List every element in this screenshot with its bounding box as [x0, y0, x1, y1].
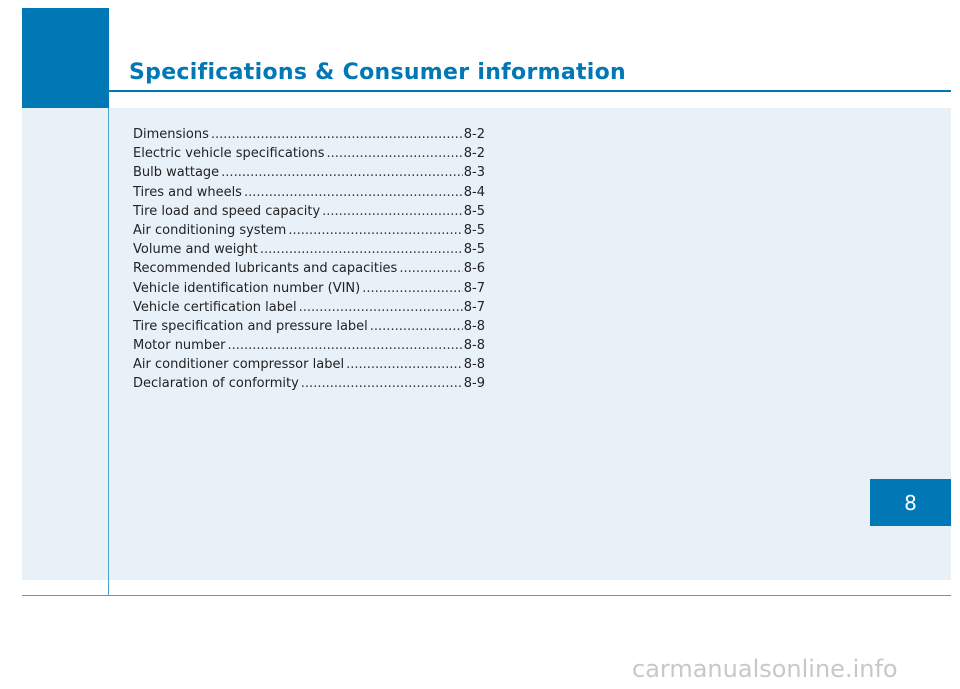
toc-leader-dots — [399, 259, 462, 278]
toc-item-page: 8-7 — [463, 280, 485, 296]
toc-item[interactable]: Air conditioning system 8-5 — [133, 221, 485, 240]
toc-item[interactable]: Tire specification and pressure label 8-8 — [133, 317, 485, 336]
toc-item-label: Air conditioning system — [133, 222, 287, 238]
toc-item-label: Tires and wheels — [133, 184, 242, 200]
toc-item-label: Tire specification and pressure label — [133, 318, 368, 334]
toc-item-page: 8-8 — [463, 318, 485, 334]
chapter-number: 8 — [904, 490, 917, 515]
toc-item-label: Dimensions — [133, 127, 209, 142]
toc-leader-dots — [288, 221, 462, 240]
toc-item-label: Vehicle identification number (VIN) — [133, 280, 361, 296]
bottom-divider — [22, 595, 951, 596]
toc-item-label: Vehicle certification label — [133, 299, 297, 315]
toc-item[interactable]: Dimensions 8-2 — [133, 125, 485, 144]
page-title: Specifications & Consumer information — [129, 60, 627, 85]
toc-item-page: 8-2 — [463, 146, 485, 162]
toc-item[interactable]: Vehicle certification label 8-7 — [133, 298, 485, 317]
toc-leader-dots — [211, 125, 463, 144]
toc-item[interactable]: Volume and weight 8-5 — [133, 240, 485, 259]
toc-leader-dots — [346, 355, 463, 374]
toc-item[interactable]: Motor number 8-8 — [133, 336, 485, 355]
toc-item-label: Motor number — [133, 338, 226, 354]
toc-item-page: 8-8 — [463, 338, 485, 354]
toc-item[interactable]: Tires and wheels 8-4 — [133, 183, 485, 202]
toc-item-label: Volume and weight — [133, 242, 258, 258]
toc-item[interactable]: Electric vehicle specifications 8-2 — [133, 144, 485, 163]
toc-item[interactable]: Declaration of conformity 8-9 — [133, 374, 485, 393]
toc-item-label: Tire load and speed capacity — [133, 203, 321, 219]
toc-item-label: Electric vehicle specifications — [133, 146, 325, 162]
toc-leader-dots — [221, 163, 463, 182]
toc-leader-dots — [299, 298, 463, 317]
toc-item-page: 8-5 — [463, 222, 485, 238]
toc-item-label: Recommended lubricants and capacities — [133, 261, 398, 277]
toc-item-page: 8-4 — [463, 184, 485, 200]
watermark: carmanualsonline.info — [632, 655, 898, 683]
toc-leader-dots — [244, 183, 463, 202]
toc-item-label: Declaration of conformity — [133, 376, 299, 392]
toc-leader-dots — [301, 374, 463, 393]
margin-divider — [108, 108, 109, 596]
toc-item-page: 8-5 — [463, 203, 485, 219]
toc-leader-dots — [260, 240, 463, 259]
toc-leader-dots — [322, 202, 463, 221]
toc-item[interactable]: Recommended lubricants and capacities 8-6 — [133, 259, 485, 278]
toc-leader-dots — [370, 317, 463, 336]
toc-item-page: 8-9 — [463, 376, 485, 392]
table-of-contents: Dimensions 8-2 Electric vehicle specifica… — [133, 125, 485, 394]
toc-item[interactable]: Air conditioner compressor label 8-8 — [133, 355, 485, 374]
content-panel — [22, 108, 951, 580]
toc-item-page: 8-2 — [463, 127, 485, 142]
toc-item-page: 8-6 — [463, 261, 485, 277]
toc-item[interactable]: Bulb wattage 8-3 — [133, 163, 485, 182]
toc-item-page: 8-5 — [463, 242, 485, 258]
toc-item-page: 8-8 — [463, 357, 485, 373]
toc-item-label: Bulb wattage — [133, 165, 220, 181]
toc-leader-dots — [327, 144, 463, 163]
toc-item-page: 8-3 — [463, 165, 485, 181]
chapter-corner-block — [22, 8, 109, 108]
toc-item[interactable]: Tire load and speed capacity 8-5 — [133, 202, 485, 221]
toc-item-label: Air conditioner compressor label — [133, 357, 345, 373]
title-underline — [109, 90, 951, 92]
toc-leader-dots — [362, 279, 463, 298]
chapter-tab[interactable]: 8 — [870, 479, 951, 526]
toc-leader-dots — [227, 336, 462, 355]
toc-item-page: 8-7 — [463, 299, 485, 315]
toc-item[interactable]: Vehicle identification number (VIN) 8-7 — [133, 279, 485, 298]
